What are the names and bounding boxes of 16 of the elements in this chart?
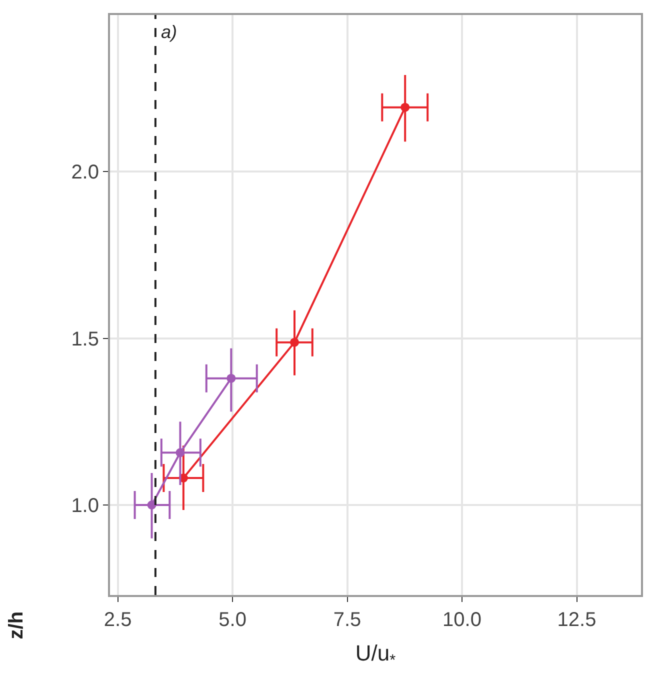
y-tick-label: 2.0 xyxy=(71,162,99,184)
x-tick-label: 7.5 xyxy=(333,609,362,631)
y-tick-label: 1.0 xyxy=(71,495,99,517)
point xyxy=(290,338,299,347)
point xyxy=(400,102,410,112)
y-tick-label: 1.5 xyxy=(71,328,99,350)
point xyxy=(176,448,185,458)
annotation: a) xyxy=(161,22,178,42)
x-tick-label: 2.5 xyxy=(104,609,132,631)
x-tick-label: 5.0 xyxy=(218,609,246,631)
point xyxy=(147,500,156,510)
x-tick-label: 12.5 xyxy=(557,609,596,631)
x-tick-label: 10.0 xyxy=(442,609,482,631)
x-axis-title: U/u$_{*}$ xyxy=(355,640,396,670)
point xyxy=(226,374,236,383)
y-axis-title: z/h xyxy=(5,611,28,640)
